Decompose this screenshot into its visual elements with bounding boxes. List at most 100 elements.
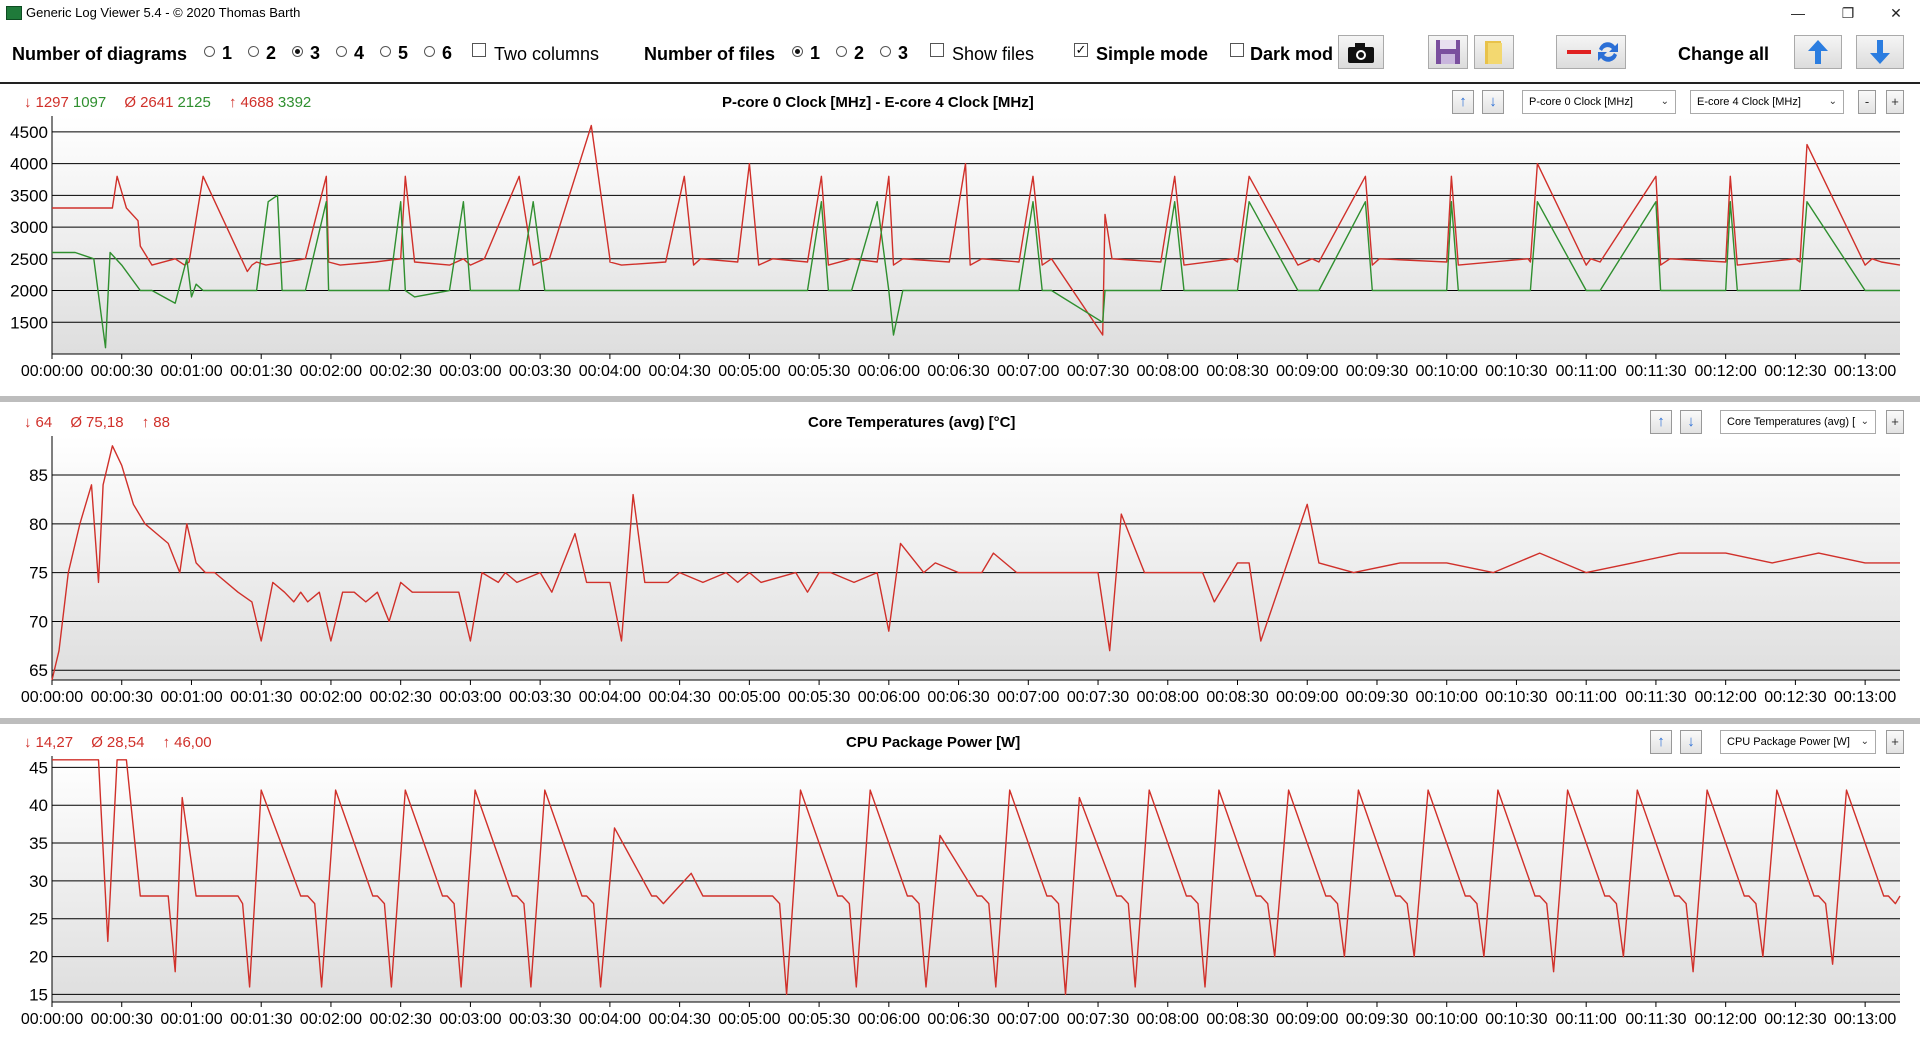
x-tick-label: 00:12:30 xyxy=(1764,1011,1826,1028)
x-tick-label: 00:12:00 xyxy=(1695,689,1757,706)
y-tick-label: 3500 xyxy=(10,186,48,205)
x-tick-label: 00:01:30 xyxy=(230,363,292,380)
diagram-radio-3[interactable] xyxy=(292,46,303,57)
panel-separator[interactable] xyxy=(0,718,1920,724)
plot-area xyxy=(52,756,1900,1002)
avg-value: 28,54 xyxy=(106,734,145,751)
move-down-button[interactable]: ↓ xyxy=(1482,90,1504,114)
x-tick-label: 00:04:30 xyxy=(648,689,710,706)
y-tick-label: 3000 xyxy=(10,218,48,237)
diagram-radio-4[interactable] xyxy=(336,46,347,57)
x-tick-label: 00:01:30 xyxy=(230,689,292,706)
file-radio-3[interactable] xyxy=(880,46,891,57)
remove-series-button[interactable]: - xyxy=(1858,90,1876,114)
x-tick-label: 00:04:00 xyxy=(579,1011,641,1028)
x-tick-label: 00:05:30 xyxy=(788,1011,850,1028)
series-select[interactable]: CPU Package Power [W] ⌄ xyxy=(1720,730,1876,754)
diagram-radio-2-label: 2 xyxy=(266,43,277,63)
x-tick-label: 00:06:00 xyxy=(858,1011,920,1028)
max-value: 88 xyxy=(153,414,170,431)
x-tick-label: 00:00:00 xyxy=(21,689,83,706)
x-tick-label: 00:10:00 xyxy=(1416,1011,1478,1028)
minimize-button[interactable]: — xyxy=(1791,5,1805,21)
folder-icon[interactable] xyxy=(1474,35,1514,69)
x-tick-label: 00:10:30 xyxy=(1485,363,1547,380)
x-tick-label: 00:12:30 xyxy=(1764,689,1826,706)
y-tick-label: 2500 xyxy=(10,250,48,269)
diagram-radio-3-label: 3 xyxy=(310,43,321,63)
x-tick-label: 00:13:00 xyxy=(1834,1011,1896,1028)
move-up-button[interactable]: ↑ xyxy=(1452,90,1474,114)
toolbar: Number of diagrams 1 2 3 4 5 6 Two colum… xyxy=(0,26,1920,84)
remove-swap-icon[interactable] xyxy=(1556,35,1626,69)
show-files-label: Show files xyxy=(952,44,1035,64)
y-tick-label: 4500 xyxy=(10,123,48,142)
x-tick-label: 00:11:00 xyxy=(1556,363,1617,380)
series-line-1 xyxy=(52,759,1901,996)
series-1-select[interactable]: P-core 0 Clock [MHz] ⌄ xyxy=(1522,90,1676,114)
save-icon[interactable] xyxy=(1428,35,1468,69)
x-tick-label: 00:07:00 xyxy=(997,363,1059,380)
move-up-button[interactable]: ↑ xyxy=(1650,730,1672,754)
window-title: Generic Log Viewer 5.4 - © 2020 Thomas B… xyxy=(26,5,301,20)
x-tick-label: 00:01:00 xyxy=(160,363,222,380)
x-tick-label: 00:09:30 xyxy=(1346,1011,1408,1028)
x-tick-label: 00:10:30 xyxy=(1485,689,1547,706)
series-select[interactable]: Core Temperatures (avg) [⌄ xyxy=(1720,410,1876,434)
y-tick-label: 70 xyxy=(29,612,48,631)
y-tick-label: 4000 xyxy=(10,155,48,174)
file-radio-1[interactable] xyxy=(792,46,803,57)
move-down-button[interactable]: ↓ xyxy=(1680,730,1702,754)
up-arrow-icon[interactable] xyxy=(1794,35,1842,69)
x-tick-label: 00:02:30 xyxy=(370,689,432,706)
series-2-select[interactable]: E-core 4 Clock [MHz] ⌄ xyxy=(1690,90,1844,114)
simple-mode-checkbox[interactable]: ✓ xyxy=(1074,42,1088,57)
dark-mode-checkbox[interactable] xyxy=(1230,43,1244,57)
diagram-radio-4-label: 4 xyxy=(354,43,365,63)
add-series-button[interactable]: + xyxy=(1886,410,1904,434)
restore-button[interactable]: ❐ xyxy=(1841,5,1855,21)
x-tick-label: 00:08:00 xyxy=(1137,1011,1199,1028)
clock-chart-panel: ↓ 1297 1097 Ø 2641 2125 ↑ 4688 3392 P-core 0 C… xyxy=(0,84,1920,396)
camera-icon[interactable] xyxy=(1338,35,1384,69)
show-files-checkbox[interactable] xyxy=(930,43,944,57)
move-down-button[interactable]: ↓ xyxy=(1680,410,1702,434)
two-columns-checkbox[interactable] xyxy=(472,43,486,57)
y-tick-label: 65 xyxy=(29,661,48,680)
x-tick-label: 00:08:00 xyxy=(1137,363,1199,380)
y-tick-label: 2000 xyxy=(10,282,48,301)
diagram-radio-2[interactable] xyxy=(248,46,259,57)
x-tick-label: 00:01:00 xyxy=(160,1011,222,1028)
x-tick-label: 00:02:00 xyxy=(300,1011,362,1028)
x-tick-label: 00:09:30 xyxy=(1346,689,1408,706)
min-value: 14,27 xyxy=(35,734,74,751)
y-tick-label: 75 xyxy=(29,564,48,583)
y-tick-label: 80 xyxy=(29,515,48,534)
series-line-1 xyxy=(51,445,1900,681)
add-series-button[interactable]: + xyxy=(1886,730,1904,754)
panel-separator[interactable] xyxy=(0,396,1920,402)
number-of-diagrams-label: Number of diagrams xyxy=(12,44,188,64)
number-of-files-label: Number of files xyxy=(644,44,776,64)
close-button[interactable]: ✕ xyxy=(1890,5,1902,21)
x-tick-label: 00:00:00 xyxy=(21,363,83,380)
two-columns-label: Two columns xyxy=(494,44,600,64)
chart-title: P-core 0 Clock [MHz] - E-core 4 Clock [M… xyxy=(722,94,1034,111)
file-radio-3-label: 3 xyxy=(898,43,909,63)
add-series-button[interactable]: + xyxy=(1886,90,1904,114)
diagram-radio-6[interactable] xyxy=(424,46,435,57)
x-tick-label: 00:10:00 xyxy=(1416,689,1478,706)
diagram-radio-5[interactable] xyxy=(380,46,391,57)
x-tick-label: 00:00:30 xyxy=(91,1011,153,1028)
y-tick-label: 15 xyxy=(29,985,48,1004)
plot-area xyxy=(52,116,1900,354)
file-radio-2[interactable] xyxy=(836,46,847,57)
y-tick-label: 40 xyxy=(29,796,48,815)
down-arrow-icon[interactable] xyxy=(1856,35,1904,69)
x-tick-label: 00:08:30 xyxy=(1206,363,1268,380)
diagram-radio-1[interactable] xyxy=(204,46,215,57)
move-up-button[interactable]: ↑ xyxy=(1650,410,1672,434)
x-tick-label: 00:12:00 xyxy=(1695,363,1757,380)
window-title-bar: Generic Log Viewer 5.4 - © 2020 Thomas B… xyxy=(0,0,1920,26)
x-tick-label: 00:00:30 xyxy=(91,363,153,380)
